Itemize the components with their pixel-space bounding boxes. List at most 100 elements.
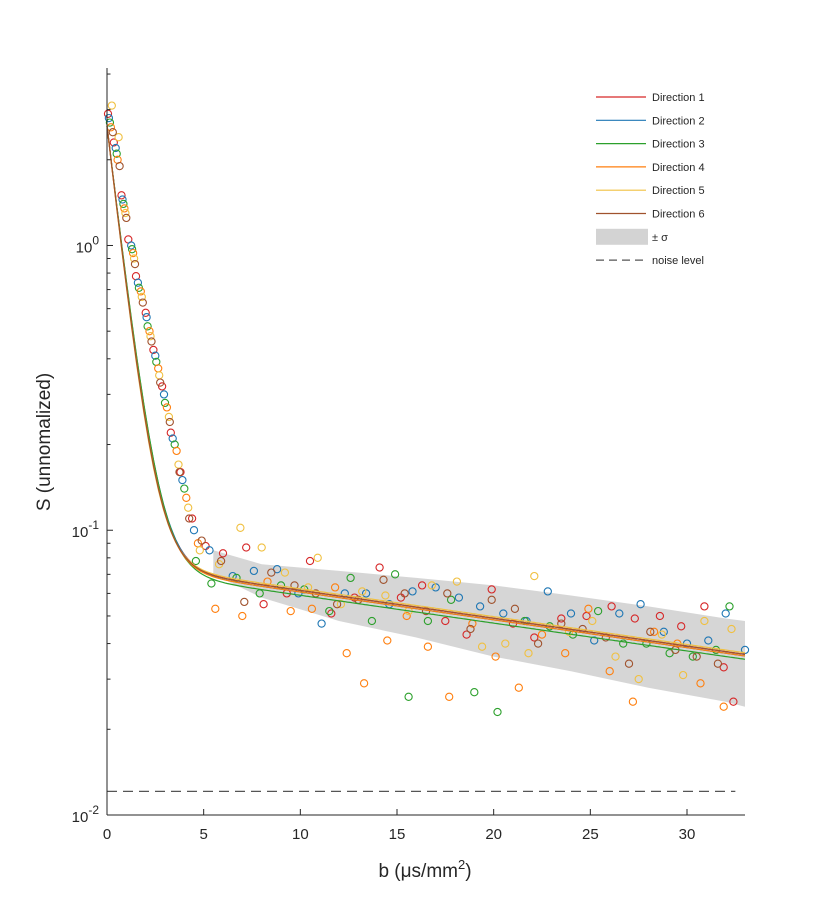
data-point-direction-4: [162, 403, 172, 412]
data-point-direction-4: [359, 679, 369, 688]
data-point-direction-5: [164, 412, 174, 422]
data-point-direction-5: [611, 652, 620, 661]
data-point-direction-1: [441, 616, 450, 626]
data-point-direction-5: [121, 208, 130, 218]
fit-curve-direction-5: [106, 125, 746, 654]
data-point-direction-3: [346, 573, 355, 583]
data-point-direction-3: [232, 573, 241, 583]
data-point-direction-2: [127, 241, 136, 250]
data-point-direction-1: [719, 663, 728, 672]
fit-curve-direction-6: [106, 125, 746, 655]
data-point-direction-2: [189, 526, 199, 535]
data-point-direction-1: [462, 630, 471, 639]
x-tick-label: 25: [582, 826, 599, 843]
data-point-direction-1: [729, 697, 738, 706]
data-point-direction-3: [127, 245, 137, 254]
data-point-direction-3: [180, 484, 189, 493]
data-point-direction-5: [107, 101, 116, 110]
data-point-direction-1: [417, 581, 427, 590]
data-point-direction-6: [267, 568, 276, 577]
data-point-direction-6: [510, 604, 520, 613]
data-point-direction-3: [493, 707, 502, 717]
x-tick-label: 15: [389, 826, 406, 843]
data-point-direction-2: [159, 390, 169, 399]
data-point-direction-1: [149, 345, 158, 355]
x-tick-label: 5: [199, 826, 207, 843]
data-point-direction-4: [584, 604, 593, 613]
fit-curve-direction-4: [106, 126, 746, 657]
data-point-direction-2: [361, 589, 371, 598]
sigma-band: [213, 550, 746, 707]
data-point-direction-3: [191, 556, 201, 566]
legend-label-direction-3: Direction 3: [652, 139, 705, 151]
data-point-direction-1: [630, 614, 639, 623]
data-point-direction-5: [184, 503, 193, 512]
data-point-direction-2: [249, 566, 259, 576]
data-point-direction-4: [238, 611, 247, 621]
data-point-direction-2: [454, 593, 464, 602]
data-point-direction-1: [242, 543, 251, 552]
data-point-direction-3: [390, 570, 400, 579]
data-point-direction-2: [704, 636, 713, 645]
data-point-direction-5: [257, 543, 266, 552]
y-tick-label: 100: [76, 233, 100, 256]
data-point-direction-4: [537, 630, 547, 639]
data-point-direction-5: [280, 568, 290, 577]
legend-label-direction-1: Direction 1: [652, 92, 705, 104]
data-point-direction-2: [590, 636, 599, 645]
data-point-direction-5: [174, 460, 183, 469]
x-axis-title-text: b (μs/mm: [378, 861, 458, 882]
data-point-direction-4: [383, 636, 392, 645]
legend-label-direction-2: Direction 2: [652, 115, 705, 127]
data-point-direction-4: [307, 604, 317, 613]
data-point-direction-3: [119, 199, 128, 209]
fit-curves-layer: [106, 125, 746, 660]
data-point-direction-5: [477, 642, 487, 651]
data-point-direction-3: [725, 602, 734, 611]
data-point-direction-4: [402, 611, 411, 621]
data-point-direction-3: [105, 118, 115, 127]
data-point-direction-2: [104, 113, 114, 123]
data-point-direction-6: [165, 417, 174, 427]
data-point-direction-5: [358, 587, 367, 596]
y-axis-ticks: 10-2 10-1 100: [72, 73, 113, 826]
data-point-direction-6: [147, 337, 156, 346]
data-point-direction-5: [427, 581, 436, 590]
data-point-direction-2: [499, 609, 508, 618]
data-point-direction-1: [700, 602, 709, 611]
data-point-direction-6: [379, 575, 388, 584]
x-tick-label: 20: [485, 826, 502, 843]
data-point-direction-6: [533, 639, 543, 648]
data-point-direction-5: [700, 616, 709, 626]
data-point-direction-4: [423, 642, 433, 651]
data-point-direction-4: [342, 649, 351, 658]
data-point-direction-6: [400, 589, 409, 598]
data-point-direction-3: [446, 595, 456, 604]
data-point-direction-6: [185, 514, 194, 523]
data-point-direction-1: [677, 622, 686, 631]
data-point-direction-4: [628, 697, 638, 706]
data-point-direction-6: [646, 627, 655, 636]
data-point-direction-1: [103, 109, 113, 118]
data-point-direction-5: [678, 670, 688, 680]
data-point-direction-6: [713, 659, 723, 668]
data-point-direction-1: [157, 382, 167, 391]
legend-swatch-sigma-band: [596, 228, 648, 245]
data-point-direction-2: [431, 583, 440, 592]
data-point-direction-1: [117, 191, 126, 200]
data-point-direction-6: [197, 536, 206, 545]
data-point-direction-4: [172, 446, 181, 456]
data-point-direction-6: [138, 298, 147, 307]
data-point-direction-5: [381, 591, 390, 600]
data-point-direction-3: [688, 652, 697, 661]
data-point-direction-4: [182, 493, 191, 502]
data-point-direction-6: [108, 128, 117, 137]
legend-label-direction-4: Direction 4: [652, 162, 705, 174]
legend-label-direction-6: Direction 6: [652, 209, 705, 221]
data-point-direction-6: [130, 259, 140, 269]
data-point-direction-1: [259, 600, 268, 609]
x-tick-label: 30: [679, 826, 696, 843]
data-point-direction-1: [487, 585, 496, 594]
data-point-direction-4: [719, 702, 728, 711]
data-point-direction-5: [452, 577, 462, 586]
